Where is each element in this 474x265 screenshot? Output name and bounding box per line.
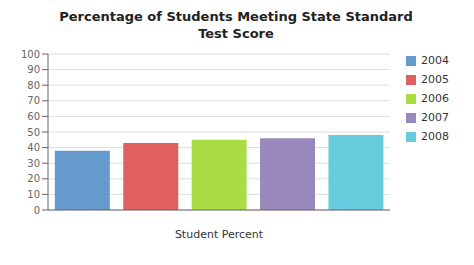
svg-text:20: 20 [27,173,40,184]
svg-text:10: 10 [27,189,40,200]
svg-text:50: 50 [27,127,40,138]
svg-text:0: 0 [34,205,40,216]
svg-text:70: 70 [27,95,40,106]
svg-text:100: 100 [21,49,40,60]
html-text:Test Score: Test Score [198,26,274,41]
svg-text:80: 80 [27,80,40,91]
html-text:Percentage of Students Meeting: Percentage of Students Meeting State Sta… [59,9,413,24]
svg-text:30: 30 [27,158,40,169]
html-text:2005: 2005 [421,73,449,86]
svg-text:60: 60 [27,111,40,122]
svg-text:Student Percent: Student Percent [175,228,264,241]
html-text:2006: 2006 [421,92,449,105]
svg-text:90: 90 [27,64,40,75]
html-text:2008: 2008 [421,130,449,143]
svg-text:40: 40 [27,142,40,153]
html-text:2007: 2007 [421,111,449,124]
html-text:2004: 2004 [421,54,449,67]
